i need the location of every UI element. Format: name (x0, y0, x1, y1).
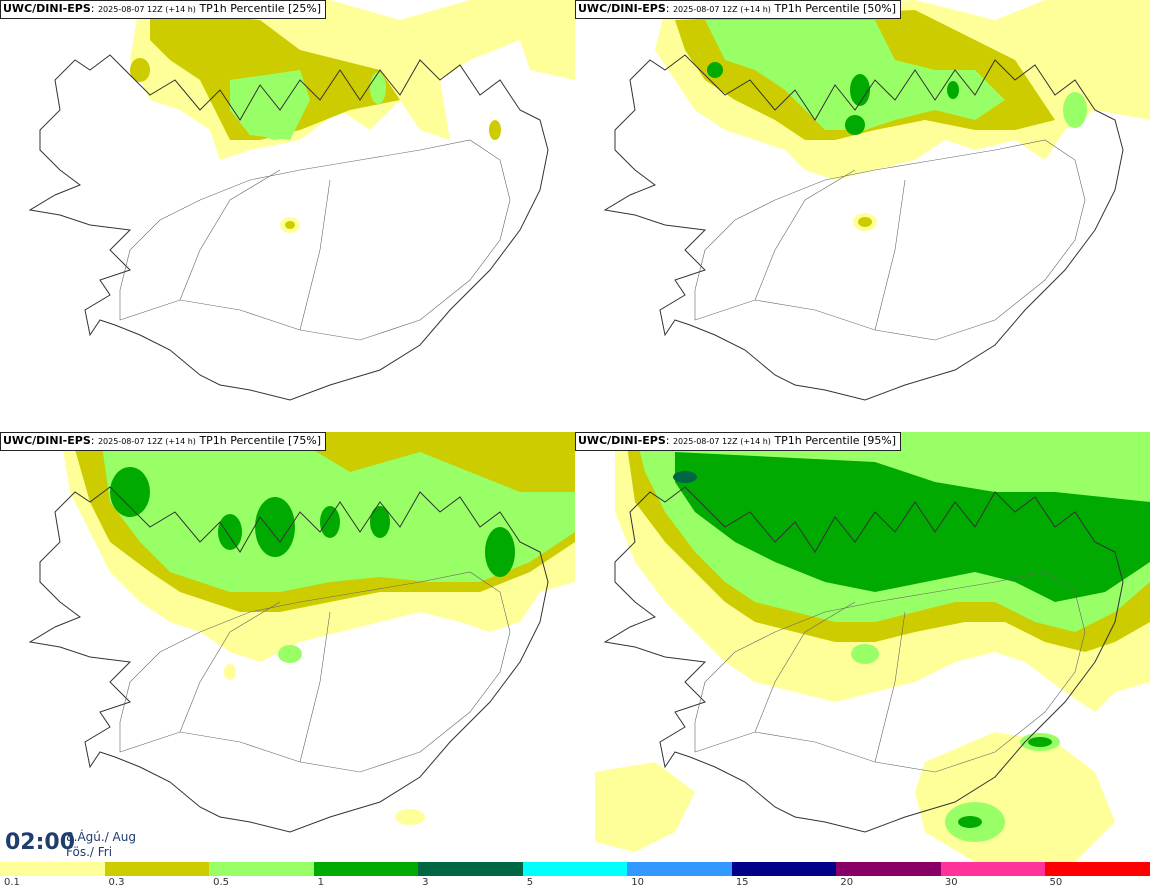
colorbar-tick-label: 30 (944, 877, 958, 888)
colorbar-segment (836, 862, 941, 876)
road-network (694, 139, 1086, 341)
valid-time: 02:00 (5, 830, 76, 855)
colorbar-tick-label: 0.5 (213, 877, 229, 888)
valid-date-line2: Fös./ Fri (66, 845, 113, 859)
colorbar-segment (104, 862, 210, 876)
precip-map-p75 (28, 432, 575, 833)
road-network (694, 571, 1086, 773)
precip-map-p25 (28, 0, 575, 401)
road-network (119, 139, 511, 341)
precip-field (130, 0, 575, 233)
colorbar-segment (731, 862, 837, 876)
panel-title: UWC/DINI-EPS: 2025-08-07 12Z (+14 h) TP1… (575, 0, 902, 19)
map-panel-p95: UWC/DINI-EPS: 2025-08-07 12Z (+14 h) TP1… (575, 432, 1150, 862)
iceland-coastline (28, 54, 549, 401)
iceland-coastline (603, 486, 1124, 833)
panel-title: UWC/DINI-EPS: 2025-08-07 12Z (+14 h) TP1… (575, 432, 902, 451)
colorbar-segment (1045, 862, 1150, 876)
precip-field (655, 0, 1150, 231)
precip-map-p95 (595, 432, 1150, 862)
colorbar (0, 862, 1150, 876)
colorbar-tick-label: 0.3 (108, 877, 125, 888)
colorbar-segment (209, 862, 314, 876)
colorbar-ticks: 0.1 0.3 0.5 1 3 5 10 15 20 30 50 (0, 876, 1150, 891)
colorbar-segment (627, 862, 732, 876)
colorbar-segment (418, 862, 523, 876)
road-network (119, 571, 511, 773)
map-panel-p50: UWC/DINI-EPS: 2025-08-07 12Z (+14 h) TP1… (575, 0, 1150, 430)
colorbar-tick-label: 15 (735, 877, 749, 888)
colorbar-tick-label: 1 (317, 877, 324, 888)
colorbar-tick-label: 3 (422, 877, 429, 888)
colorbar-segment (313, 862, 419, 876)
colorbar-tick-label: 50 (1049, 877, 1063, 888)
panel-title: UWC/DINI-EPS: 2025-08-07 12Z (+14 h) TP1… (0, 0, 327, 19)
colorbar-tick-label: 0.1 (4, 877, 20, 888)
colorbar-segment (0, 862, 105, 876)
map-panel-p25: UWC/DINI-EPS: 2025-08-07 12Z (+14 h) TP1… (0, 0, 575, 430)
panel-title: UWC/DINI-EPS: 2025-08-07 12Z (+14 h) TP1… (0, 432, 327, 451)
colorbar-tick-label: 10 (631, 877, 644, 888)
precip-map-p50 (603, 0, 1150, 401)
colorbar-tick-label: 5 (526, 877, 534, 888)
valid-time-box: 02:00 8.Ágú./ Aug Fös./ Fri (0, 822, 140, 862)
iceland-coastline (603, 54, 1124, 401)
iceland-coastline (28, 486, 549, 833)
valid-date-line1: 8.Ágú./ Aug (66, 830, 136, 844)
valid-date: 8.Ágú./ Aug Fös./ Fri (66, 830, 136, 860)
colorbar-segment (522, 862, 628, 876)
precip-field (595, 432, 1150, 862)
colorbar-segment (940, 862, 1046, 876)
map-panel-p75: UWC/DINI-EPS: 2025-08-07 12Z (+14 h) TP1… (0, 432, 575, 862)
colorbar-tick-label: 20 (840, 877, 854, 888)
precip-field (60, 432, 575, 825)
